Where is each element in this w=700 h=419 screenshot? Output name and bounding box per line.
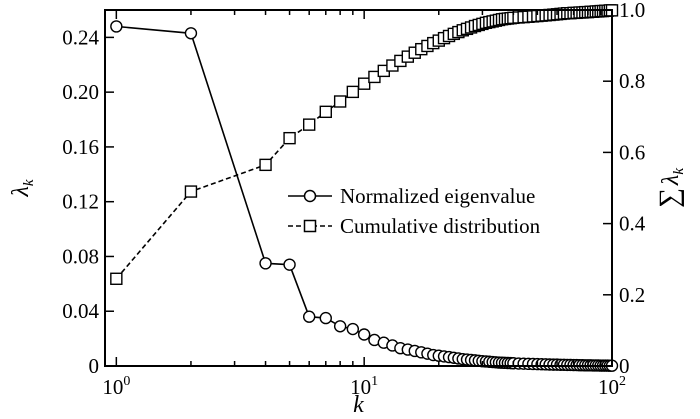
right-y-tick-label: 0.2 <box>619 283 645 307</box>
plot-frame <box>104 9 613 367</box>
series-line-cumulative <box>115 9 612 280</box>
cumulative-point <box>333 95 347 108</box>
left-y-tick-label: 0 <box>89 354 100 378</box>
legend-label-cumulative: Cumulative distribution <box>340 214 541 238</box>
left-y-tick-label: 0.12 <box>62 190 99 214</box>
x-tick-label: 100 <box>102 374 130 399</box>
left-y-tick-label: 0.20 <box>62 80 99 104</box>
cumulative-point <box>283 131 296 145</box>
left-y-tick-label: 0.04 <box>62 299 99 323</box>
x-tick-label-base: 10 <box>102 375 123 399</box>
right-y-axis-label-main: λ <box>658 175 684 186</box>
eigenvalue-point <box>110 20 123 33</box>
cumulative-point <box>319 105 332 119</box>
legend-label-eigenvalue: Normalized eigenvalue <box>340 184 535 208</box>
axis-ticks <box>105 9 613 367</box>
cumulative-point <box>302 118 316 131</box>
legend-marker-cumulative <box>303 219 317 233</box>
eigenvalue-point <box>319 311 332 325</box>
x-tick-label-exp: 2 <box>619 374 626 389</box>
x-tick-label-base: 10 <box>598 375 619 399</box>
eigenvalue-point <box>259 257 272 270</box>
cumulative-point <box>346 85 360 99</box>
tick-labels: 100 101 10200.040.080.120.160.200.2400.20.… <box>62 0 646 399</box>
eigenvalue-point <box>283 258 296 271</box>
legend-marker-eigenvalue <box>303 189 317 203</box>
x-axis-label: k <box>353 392 364 418</box>
left-y-axis-label-main: λ <box>8 186 34 197</box>
x-tick-label: 101 <box>350 374 378 399</box>
eigenvalue-point <box>184 27 198 40</box>
right-y-tick-label: 0.4 <box>619 212 646 236</box>
left-y-axis-label-sub: k <box>21 179 37 186</box>
right-y-tick-label: 0.6 <box>619 140 645 164</box>
right-y-axis-label: ∑ λk <box>654 168 687 208</box>
x-tick-label-exp: 0 <box>123 374 130 389</box>
cumulative-point <box>184 185 198 198</box>
right-y-tick-label: 0 <box>619 354 630 378</box>
left-y-tick-label: 0.24 <box>62 25 99 49</box>
left-y-axis-label: λk <box>8 179 37 197</box>
left-y-tick-label: 0.16 <box>62 135 99 159</box>
right-y-axis-label-sum: ∑ <box>654 188 685 208</box>
series-markers <box>110 4 619 372</box>
right-y-tick-label: 1.0 <box>619 0 645 22</box>
eigenvalue-point <box>357 328 371 341</box>
right-y-axis-label-sub: k <box>671 168 687 175</box>
x-tick-label: 102 <box>598 374 626 399</box>
right-y-tick-label: 0.8 <box>619 69 645 93</box>
x-tick-label-exp: 1 <box>371 374 378 389</box>
eigenvalue-point <box>333 320 347 333</box>
eigenvalue-point <box>346 322 360 336</box>
cumulative-point <box>259 158 272 172</box>
x-tick-label-base: 10 <box>350 375 371 399</box>
eigenvalue-point <box>302 310 316 323</box>
left-y-tick-label: 0.08 <box>62 244 99 268</box>
cumulative-point <box>110 272 123 285</box>
legend: Normalized eigenvalue Cumulative distrib… <box>288 184 541 238</box>
cumulative-point <box>357 77 371 90</box>
